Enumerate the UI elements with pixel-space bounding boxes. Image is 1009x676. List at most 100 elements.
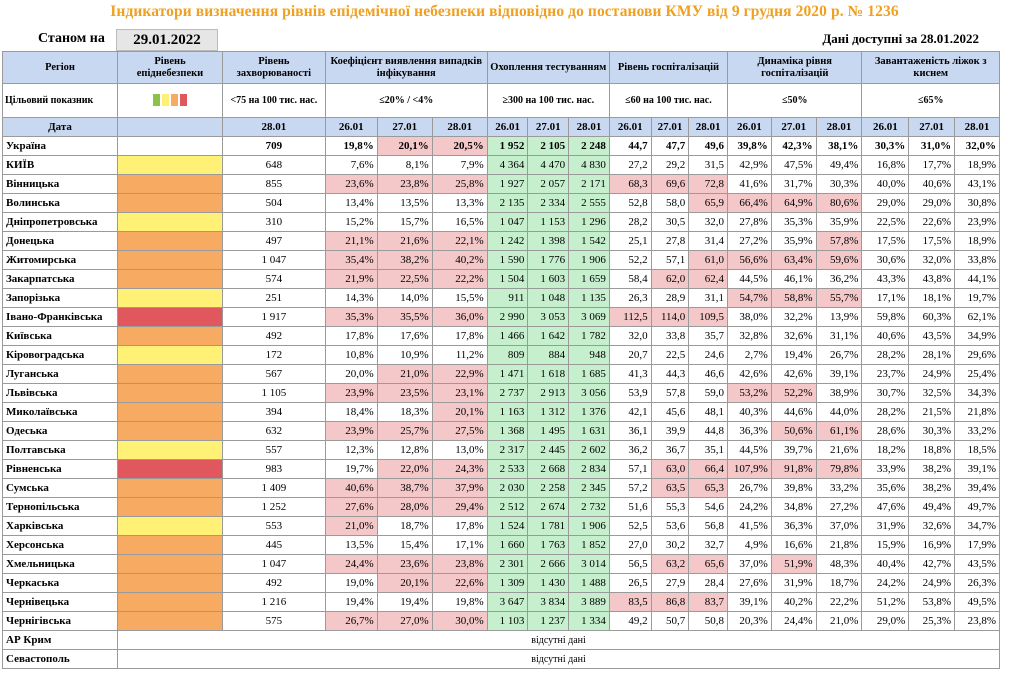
- hosp-dynamics-value: 32,8%: [727, 326, 772, 346]
- testing-value: 2 913: [527, 383, 570, 403]
- testing-value: 2 301: [486, 554, 529, 574]
- hosp-dynamics-value: 24,4%: [770, 611, 817, 631]
- oxygen-value: 62,1%: [954, 307, 1000, 327]
- hosp-dynamics-value: 22,2%: [815, 592, 863, 612]
- data-available-label: Дані доступні за 28.01.2022: [822, 31, 979, 46]
- positivity-value: 40,6%: [324, 478, 378, 498]
- oxygen-value: 16,9%: [908, 535, 956, 555]
- level-indicator: [117, 516, 223, 536]
- hosp-dynamics-value: 21,0%: [815, 611, 863, 631]
- hospitalization-value: 57,2: [608, 478, 652, 498]
- testing-value: 3 647: [486, 592, 529, 612]
- region-name: Вінницька: [1, 174, 119, 194]
- header-level: Рівень епіднебезпеки: [117, 51, 223, 84]
- region-name: Івано-Франківська: [1, 307, 119, 327]
- oxygen-value: 40,6%: [861, 326, 910, 346]
- hosp-dynamics-value: 55,7%: [815, 288, 863, 308]
- hospitalization-value: 62,0: [650, 269, 690, 289]
- testing-value: 1 430: [527, 573, 570, 593]
- incidence-value: 574: [221, 269, 326, 289]
- hospitalization-value: 24,6: [688, 345, 729, 365]
- oxygen-value: 35,6%: [861, 478, 910, 498]
- testing-value: 2 057: [527, 174, 570, 194]
- table-row: АР Крим відсутні дані: [1, 630, 1000, 650]
- table-row: Хмельницька 1 047 24,4% 23,6% 23,8% 2 301 2 66…: [1, 554, 1000, 574]
- oxygen-value: 22,6%: [908, 212, 956, 232]
- testing-value: 1 618: [527, 364, 570, 384]
- incidence-value: 492: [221, 326, 326, 346]
- testing-value: 3 069: [568, 307, 610, 327]
- hospitalization-value: 27,9: [650, 573, 690, 593]
- testing-value: 1 368: [486, 421, 529, 441]
- hosp-dynamics-value: 107,9%: [727, 459, 772, 479]
- level-indicator: [117, 212, 223, 232]
- positivity-value: 23,8%: [376, 174, 433, 194]
- hosp-dynamics-value: 42,9%: [727, 155, 772, 175]
- testing-value: 1 590: [486, 250, 529, 270]
- hosp-dynamics-value: 36,3%: [770, 516, 817, 536]
- positivity-value: 23,1%: [431, 383, 488, 403]
- testing-value: 2 248: [568, 136, 610, 156]
- level-indicator: [117, 288, 223, 308]
- level-indicator: [117, 611, 223, 631]
- positivity-value: 20,5%: [431, 136, 488, 156]
- testing-value: 1 952: [486, 136, 529, 156]
- oxygen-value: 40,6%: [908, 174, 956, 194]
- oxygen-value: 34,3%: [954, 383, 1000, 403]
- table-row: Житомирська 1 047 35,4% 38,2% 40,2% 1 590 1 77…: [1, 250, 1000, 270]
- oxygen-value: 28,2%: [861, 345, 910, 365]
- region-name: Одеська: [1, 421, 119, 441]
- hosp-dynamics-value: 49,4%: [815, 155, 863, 175]
- hospitalization-value: 26,3: [608, 288, 652, 308]
- hospitalization-value: 54,6: [688, 497, 729, 517]
- hosp-dynamics-value: 24,2%: [727, 497, 772, 517]
- hospitalization-value: 66,4: [688, 459, 729, 479]
- table-row: Волинська 504 13,4% 13,5% 13,3% 2 135 2 334 2 5…: [1, 193, 1000, 213]
- table-row: Севастополь відсутні дані: [1, 649, 1000, 669]
- positivity-value: 24,4%: [324, 554, 378, 574]
- level-indicator: [117, 554, 223, 574]
- date-cell: 28.01: [568, 117, 610, 137]
- date-incidence: 28.01: [221, 117, 326, 137]
- table-row: Луганська 567 20,0% 21,0% 22,9% 1 471 1 618 1 6…: [1, 364, 1000, 384]
- testing-value: 1 153: [527, 212, 570, 232]
- oxygen-value: 51,2%: [861, 592, 910, 612]
- region-name: АР Крим: [1, 630, 119, 650]
- hospitalization-value: 27,2: [608, 155, 652, 175]
- header-incidence: Рівень захворюваності: [221, 51, 326, 84]
- region-name: Дніпропетровська: [1, 212, 119, 232]
- region-name: Волинська: [1, 193, 119, 213]
- incidence-value: 394: [221, 402, 326, 422]
- hospitalization-value: 49,6: [688, 136, 729, 156]
- testing-value: 2 990: [486, 307, 529, 327]
- testing-value: 4 470: [527, 155, 570, 175]
- testing-value: 2 602: [568, 440, 610, 460]
- hosp-dynamics-value: 51,9%: [770, 554, 817, 574]
- oxygen-value: 43,1%: [954, 174, 1000, 194]
- testing-value: 1 048: [527, 288, 570, 308]
- hospitalization-value: 35,7: [688, 326, 729, 346]
- testing-value: 1 398: [527, 231, 570, 251]
- testing-value: 809: [486, 345, 529, 365]
- table-row: Миколаївська 394 18,4% 18,3% 20,1% 1 163 1 312…: [1, 402, 1000, 422]
- table-row: Запорізька 251 14,3% 14,0% 15,5% 911 1 048 1 13…: [1, 288, 1000, 308]
- hosp-dynamics-value: 19,4%: [770, 345, 817, 365]
- hospitalization-value: 46,6: [688, 364, 729, 384]
- hospitalization-value: 109,5: [688, 307, 729, 327]
- hosp-dynamics-value: 18,7%: [815, 573, 863, 593]
- positivity-value: 22,1%: [431, 231, 488, 251]
- hosp-dynamics-value: 46,1%: [770, 269, 817, 289]
- hospitalization-value: 32,7: [688, 535, 729, 555]
- hosp-dynamics-value: 52,2%: [770, 383, 817, 403]
- incidence-value: 445: [221, 535, 326, 555]
- hosp-dynamics-value: 31,1%: [815, 326, 863, 346]
- incidence-value: 497: [221, 231, 326, 251]
- oxygen-value: 18,8%: [908, 440, 956, 460]
- positivity-value: 26,7%: [324, 611, 378, 631]
- hosp-dynamics-value: 36,2%: [815, 269, 863, 289]
- testing-value: 3 053: [527, 307, 570, 327]
- as-of-label: Станом на: [38, 31, 105, 46]
- positivity-value: 19,7%: [324, 459, 378, 479]
- hosp-dynamics-value: 41,5%: [727, 516, 772, 536]
- positivity-value: 18,4%: [324, 402, 378, 422]
